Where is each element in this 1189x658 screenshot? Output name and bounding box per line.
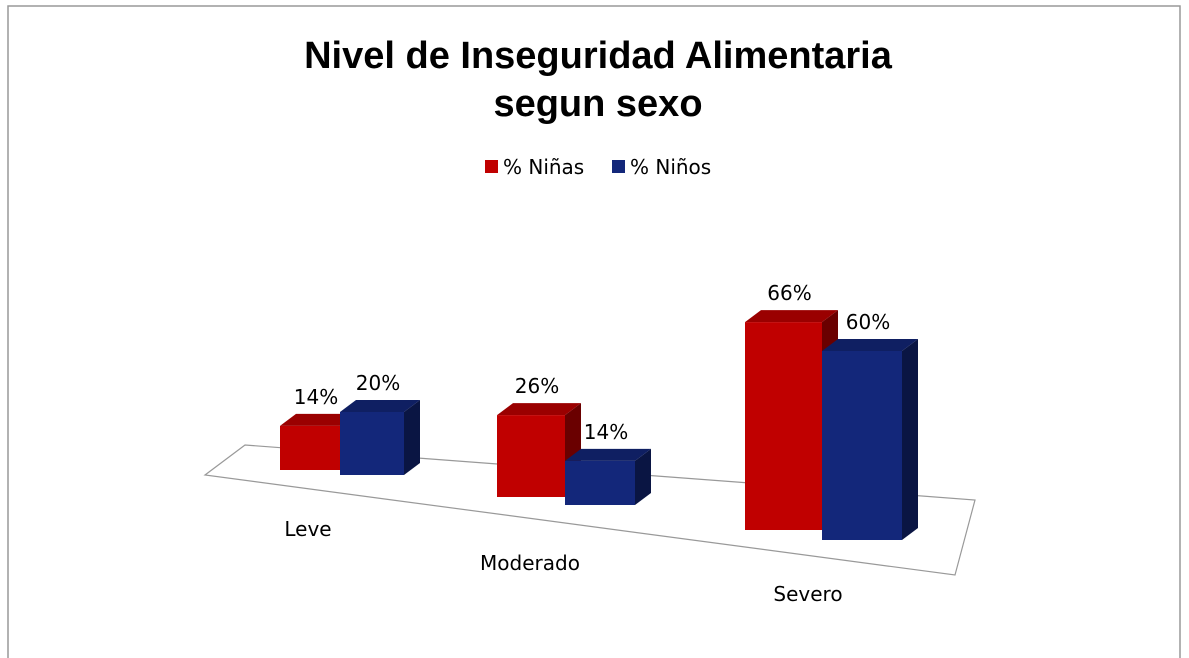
bar-top — [280, 413, 356, 426]
frame — [7, 5, 1181, 658]
bar — [565, 460, 635, 505]
value-label: 66% — [767, 281, 811, 305]
value-label: 14% — [584, 420, 628, 444]
chart-title: Nivel de Inseguridad Alimentaria — [304, 35, 893, 77]
floor — [203, 444, 976, 576]
legend-swatch — [612, 160, 625, 173]
value-label: 60% — [846, 310, 890, 334]
bar-top — [822, 339, 918, 351]
x-tick-label: Severo — [773, 582, 842, 606]
bar-top — [565, 448, 651, 461]
legend-label: % Niños — [630, 155, 711, 179]
bar — [745, 322, 822, 530]
bar-top — [340, 400, 420, 412]
value-label: 26% — [515, 374, 559, 398]
bar — [280, 425, 340, 470]
bar-side — [404, 400, 420, 475]
x-tick-label: Leve — [284, 517, 331, 541]
bar — [497, 415, 565, 497]
value-label: 20% — [356, 371, 400, 395]
chart-title: segun sexo — [493, 83, 702, 125]
bar — [340, 412, 404, 475]
value-label: 14% — [294, 385, 338, 409]
bar-top — [745, 310, 838, 323]
bar — [822, 351, 902, 540]
legend-swatch — [485, 160, 498, 173]
bar-side — [902, 339, 918, 540]
bar-side — [635, 448, 651, 505]
x-tick-label: Moderado — [480, 551, 580, 575]
bar-top — [497, 403, 581, 416]
legend-label: % Niñas — [503, 155, 584, 179]
